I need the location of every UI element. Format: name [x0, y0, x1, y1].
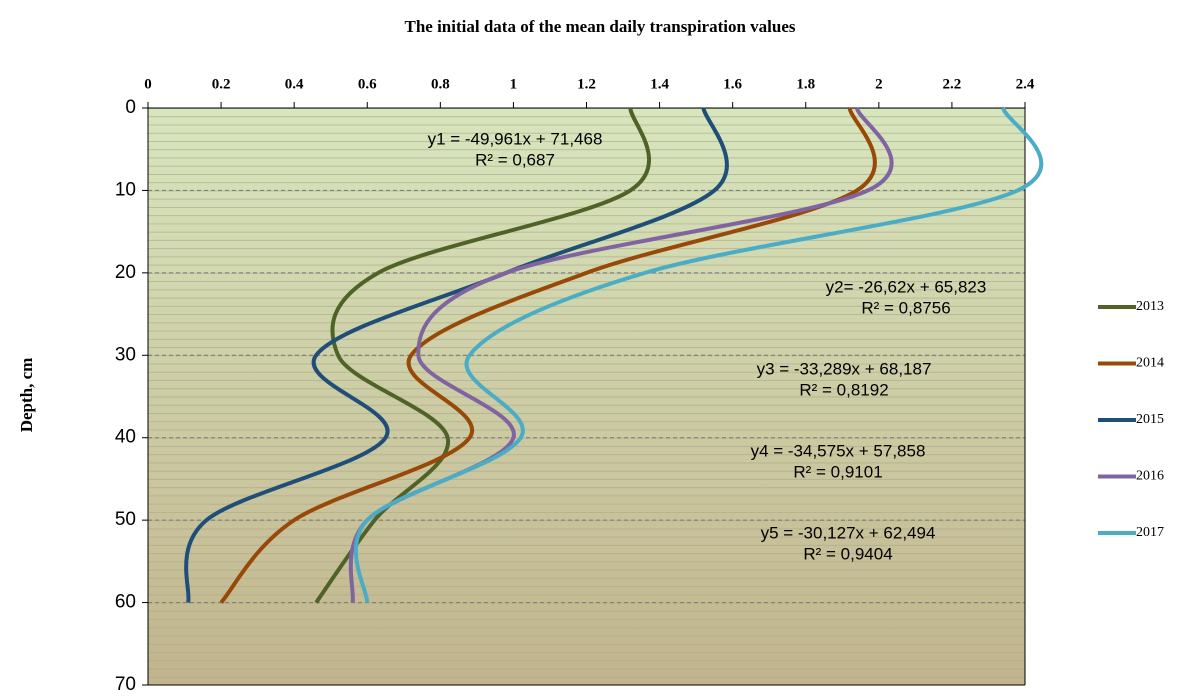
x-tick-label: 0.2 [212, 76, 231, 92]
series-line [314, 107, 652, 604]
y-tick-label: 50 [115, 509, 136, 530]
trendline-equation: R² = 0,8192 [799, 380, 888, 399]
x-tick-label: 1.8 [796, 76, 815, 92]
legend-label: 2014 [1136, 356, 1164, 371]
trendline-equation: y3 = -33,289x + 68,187 [757, 359, 932, 378]
x-tick-label: 2.4 [1016, 76, 1035, 92]
y-tick-label: 20 [115, 262, 136, 283]
series-line [184, 107, 729, 604]
y-tick-label: 70 [115, 674, 136, 695]
x-tick-label: 1.6 [723, 76, 742, 92]
x-tick-label: 2 [875, 76, 883, 92]
x-tick-label: 0.6 [358, 76, 377, 92]
y-tick-label: 60 [115, 592, 136, 613]
trendline-equation: y2= -26,62x + 65,823 [826, 277, 987, 296]
legend-label: 2017 [1136, 525, 1164, 540]
x-tick-label: 2.2 [943, 76, 962, 92]
x-tick-label: 0 [144, 76, 152, 92]
trendline-equation: R² = 0,9101 [793, 462, 882, 481]
trendline-equation: R² = 0,8756 [861, 298, 950, 317]
x-tick-label: 1.2 [577, 76, 596, 92]
trendline-equation: R² = 0,9404 [803, 544, 892, 563]
series-line [353, 107, 1044, 603]
legend-label: 2016 [1136, 469, 1164, 484]
x-tick-label: 1.4 [650, 76, 669, 92]
x-tick-label: 1 [510, 76, 518, 92]
trendline-equation: y5 = -30,127x + 62,494 [761, 523, 936, 542]
legend-label: 2013 [1136, 299, 1164, 314]
minor-grid [148, 108, 1025, 685]
legend-label: 2015 [1136, 412, 1164, 427]
trendline-equation: y4 = -34,575x + 57,858 [751, 441, 926, 460]
y-tick-label: 30 [115, 344, 136, 365]
x-tick-label: 0.4 [285, 76, 304, 92]
trendline-equation: R² = 0,687 [475, 150, 555, 169]
y-axis-label: Depth, cm [17, 358, 36, 433]
y-tick-label: 40 [115, 427, 136, 448]
y-tick-label: 0 [125, 97, 136, 118]
chart-title: The initial data of the mean daily trans… [404, 17, 795, 36]
x-tick-label: 0.8 [431, 76, 450, 92]
trendline-equation: y1 = -49,961x + 71,468 [428, 129, 603, 148]
y-tick-label: 10 [115, 179, 136, 200]
